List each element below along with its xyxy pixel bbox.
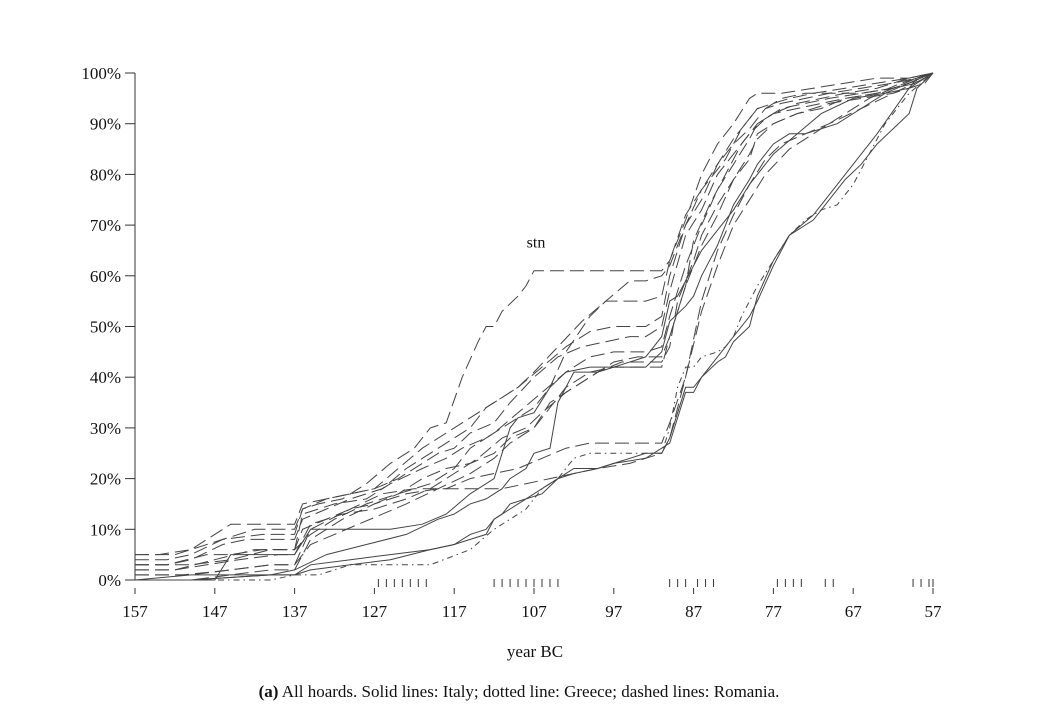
series-line-dashed (135, 72, 934, 561)
x-tick-label: 147 (202, 602, 228, 621)
x-tick-label: 67 (845, 602, 863, 621)
x-tick-label: 87 (685, 602, 703, 621)
y-axis: 0% 10% 20% 30% 40% 50% 60% 70% 80% 90% 100% (81, 64, 136, 590)
figure-caption: (a) All hoards. Solid lines: Italy; dott… (0, 682, 1038, 702)
series-layer (134, 72, 934, 581)
x-tick-label: 107 (521, 602, 547, 621)
x-tick-label: 77 (765, 602, 783, 621)
y-tick-label: 20% (90, 470, 121, 489)
x-tick-label: 127 (362, 602, 388, 621)
series-line-dashed (135, 72, 934, 566)
series-line-solid (135, 72, 934, 581)
y-tick-label: 0% (98, 571, 121, 590)
y-tick-label: 10% (90, 520, 121, 539)
x-tick-label: 97 (605, 602, 623, 621)
x-axis-label: year BC (507, 642, 563, 661)
caption-text: All hoards. Solid lines: Italy; dotted l… (278, 682, 780, 701)
x-tick-label: 137 (282, 602, 308, 621)
x-tick-label: 157 (122, 602, 148, 621)
y-tick-label: 60% (90, 267, 121, 286)
series-line-dashed (135, 72, 934, 556)
series-line-dashed (135, 72, 934, 576)
x-tick-label: 57 (925, 602, 943, 621)
caption-label: (a) (258, 682, 279, 701)
series-line-dashed (135, 72, 934, 556)
series-line-solid (135, 72, 934, 581)
y-tick-label: 30% (90, 419, 121, 438)
series-line-dashed (135, 72, 934, 566)
y-tick-label: 70% (90, 216, 121, 235)
annotation-label: stn (527, 235, 546, 252)
annotation-layer: stn (527, 235, 546, 252)
series-line-solid (134, 72, 934, 581)
series-line-dashed (135, 72, 934, 566)
y-tick-label: 50% (90, 318, 121, 337)
y-tick-label: 100% (81, 64, 121, 83)
y-tick-label: 80% (90, 165, 121, 184)
series-line-solid (135, 72, 934, 581)
series-line-dashed (135, 72, 934, 576)
series-line-dashed (135, 72, 934, 581)
y-tick-label: 90% (90, 115, 121, 134)
x-tick-label: 117 (442, 602, 467, 621)
series-line-dotted (135, 72, 934, 581)
year-rug-marks (377, 579, 934, 587)
series-line-dashed (135, 72, 934, 571)
x-axis: 157 147 137 127 117 107 97 87 77 67 57 (122, 588, 942, 621)
series-line-dashed (135, 72, 934, 571)
y-tick-label: 40% (90, 368, 121, 387)
